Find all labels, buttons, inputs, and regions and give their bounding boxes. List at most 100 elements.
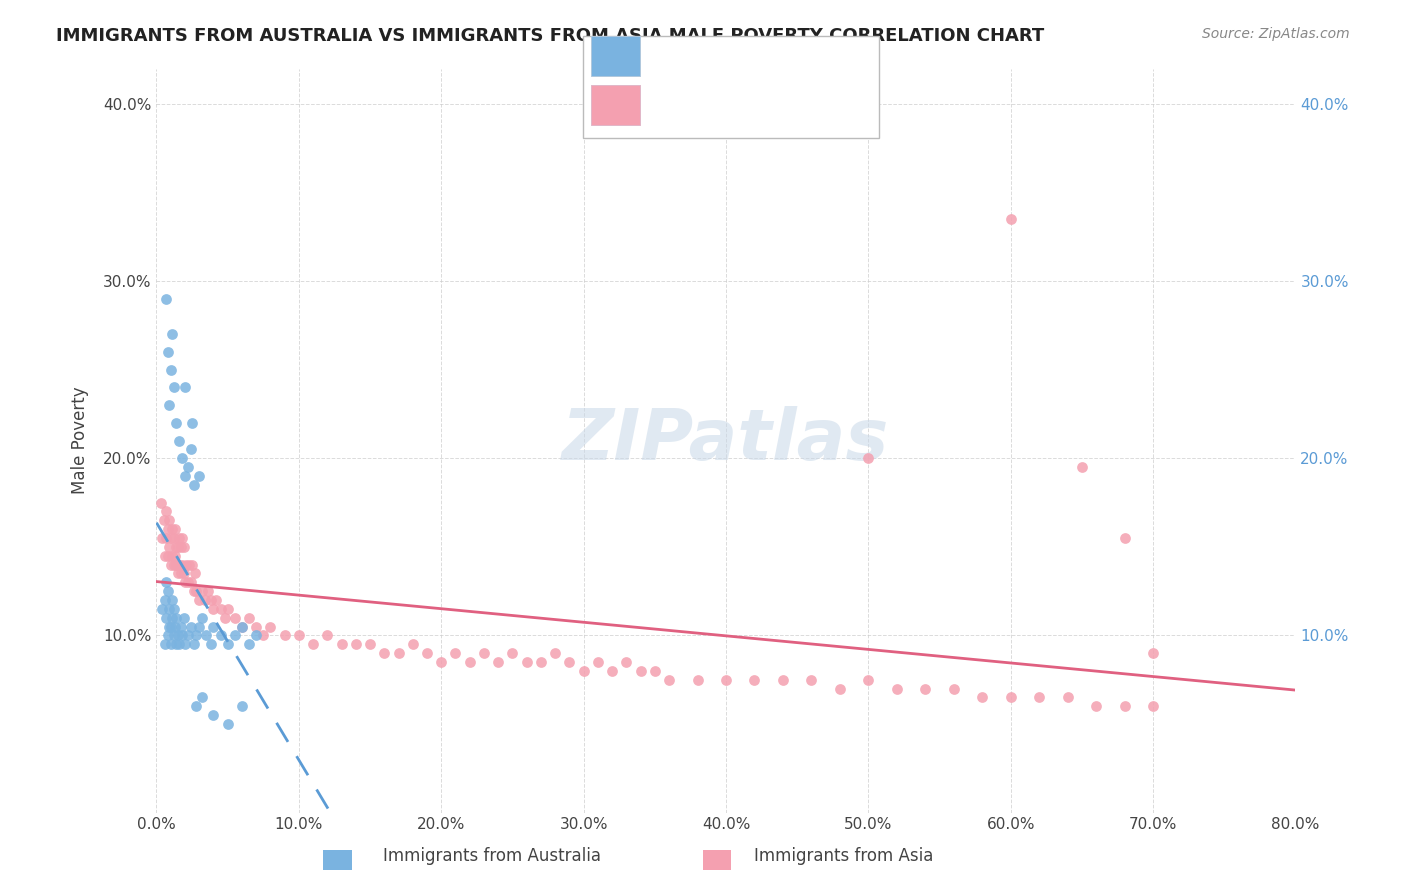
Point bbox=[209, 602, 232, 616]
Point bbox=[165, 540, 187, 554]
Point bbox=[157, 398, 180, 412]
Point bbox=[217, 717, 239, 731]
Point bbox=[714, 673, 737, 687]
Point bbox=[1114, 531, 1136, 545]
Point bbox=[686, 673, 709, 687]
Point bbox=[173, 610, 195, 624]
Point bbox=[1000, 212, 1022, 227]
Point bbox=[156, 584, 179, 599]
Point bbox=[169, 434, 191, 448]
Point bbox=[183, 637, 205, 651]
Point bbox=[288, 628, 311, 642]
Point bbox=[166, 540, 188, 554]
Point bbox=[169, 637, 191, 651]
Point bbox=[157, 540, 180, 554]
Point bbox=[1114, 699, 1136, 714]
Point bbox=[162, 531, 184, 545]
Point bbox=[155, 610, 177, 624]
Point bbox=[157, 513, 180, 527]
Point bbox=[444, 646, 467, 660]
Point bbox=[194, 593, 217, 607]
Point bbox=[245, 628, 267, 642]
Point bbox=[273, 628, 295, 642]
Point bbox=[202, 602, 225, 616]
Point bbox=[644, 664, 666, 678]
Point bbox=[197, 584, 219, 599]
Point bbox=[183, 478, 205, 492]
Point bbox=[800, 673, 823, 687]
Point bbox=[165, 610, 187, 624]
Point bbox=[1000, 690, 1022, 705]
Point bbox=[316, 628, 339, 642]
Point bbox=[630, 664, 652, 678]
Point bbox=[156, 628, 179, 642]
Point bbox=[191, 584, 214, 599]
Point bbox=[1028, 690, 1050, 705]
Point bbox=[544, 646, 567, 660]
Point bbox=[174, 575, 197, 590]
Point bbox=[558, 655, 581, 669]
Point bbox=[744, 673, 766, 687]
Point bbox=[170, 619, 193, 633]
Point bbox=[202, 619, 225, 633]
Point bbox=[159, 531, 181, 545]
Point bbox=[156, 345, 179, 359]
Point bbox=[162, 628, 184, 642]
Point bbox=[177, 460, 200, 475]
Point bbox=[174, 637, 197, 651]
Point bbox=[153, 637, 176, 651]
Point bbox=[209, 628, 232, 642]
Point bbox=[173, 566, 195, 581]
Point bbox=[200, 593, 222, 607]
Point bbox=[165, 416, 187, 430]
Point bbox=[160, 593, 183, 607]
Point bbox=[169, 531, 191, 545]
Point bbox=[174, 469, 197, 483]
Point bbox=[530, 655, 553, 669]
Point bbox=[172, 558, 194, 572]
Text: R = -0.115   N = 105: R = -0.115 N = 105 bbox=[650, 88, 855, 108]
Point bbox=[150, 531, 173, 545]
Point bbox=[387, 646, 409, 660]
Point bbox=[153, 593, 176, 607]
Point bbox=[165, 637, 187, 651]
Point bbox=[181, 558, 204, 572]
Point bbox=[972, 690, 994, 705]
Point bbox=[155, 531, 177, 545]
Point bbox=[430, 655, 453, 669]
Point bbox=[188, 619, 211, 633]
Point bbox=[160, 522, 183, 536]
Point bbox=[416, 646, 439, 660]
Point bbox=[166, 566, 188, 581]
Point bbox=[153, 549, 176, 563]
Point bbox=[155, 504, 177, 518]
Point bbox=[231, 619, 253, 633]
Point bbox=[169, 558, 191, 572]
Point bbox=[162, 380, 184, 394]
Point bbox=[173, 540, 195, 554]
Point bbox=[160, 327, 183, 342]
Point bbox=[224, 628, 246, 642]
Point bbox=[516, 655, 538, 669]
Point bbox=[195, 628, 218, 642]
Point bbox=[156, 522, 179, 536]
Point bbox=[200, 637, 222, 651]
Point bbox=[188, 469, 211, 483]
Text: R = 0.096   N =  60: R = 0.096 N = 60 bbox=[650, 39, 841, 59]
Point bbox=[177, 628, 200, 642]
Point bbox=[1056, 690, 1078, 705]
Point bbox=[163, 522, 186, 536]
Point bbox=[1142, 646, 1164, 660]
Point bbox=[205, 593, 228, 607]
Point bbox=[186, 699, 208, 714]
Point bbox=[170, 566, 193, 581]
Point bbox=[828, 681, 851, 696]
Point bbox=[156, 549, 179, 563]
Point bbox=[658, 673, 681, 687]
Text: Immigrants from Asia: Immigrants from Asia bbox=[754, 847, 934, 865]
Point bbox=[155, 575, 177, 590]
Point bbox=[165, 558, 187, 572]
Point bbox=[330, 637, 353, 651]
Point bbox=[174, 380, 197, 394]
Point bbox=[159, 558, 181, 572]
